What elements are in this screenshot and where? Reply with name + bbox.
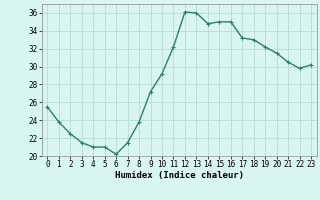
X-axis label: Humidex (Indice chaleur): Humidex (Indice chaleur) [115,171,244,180]
